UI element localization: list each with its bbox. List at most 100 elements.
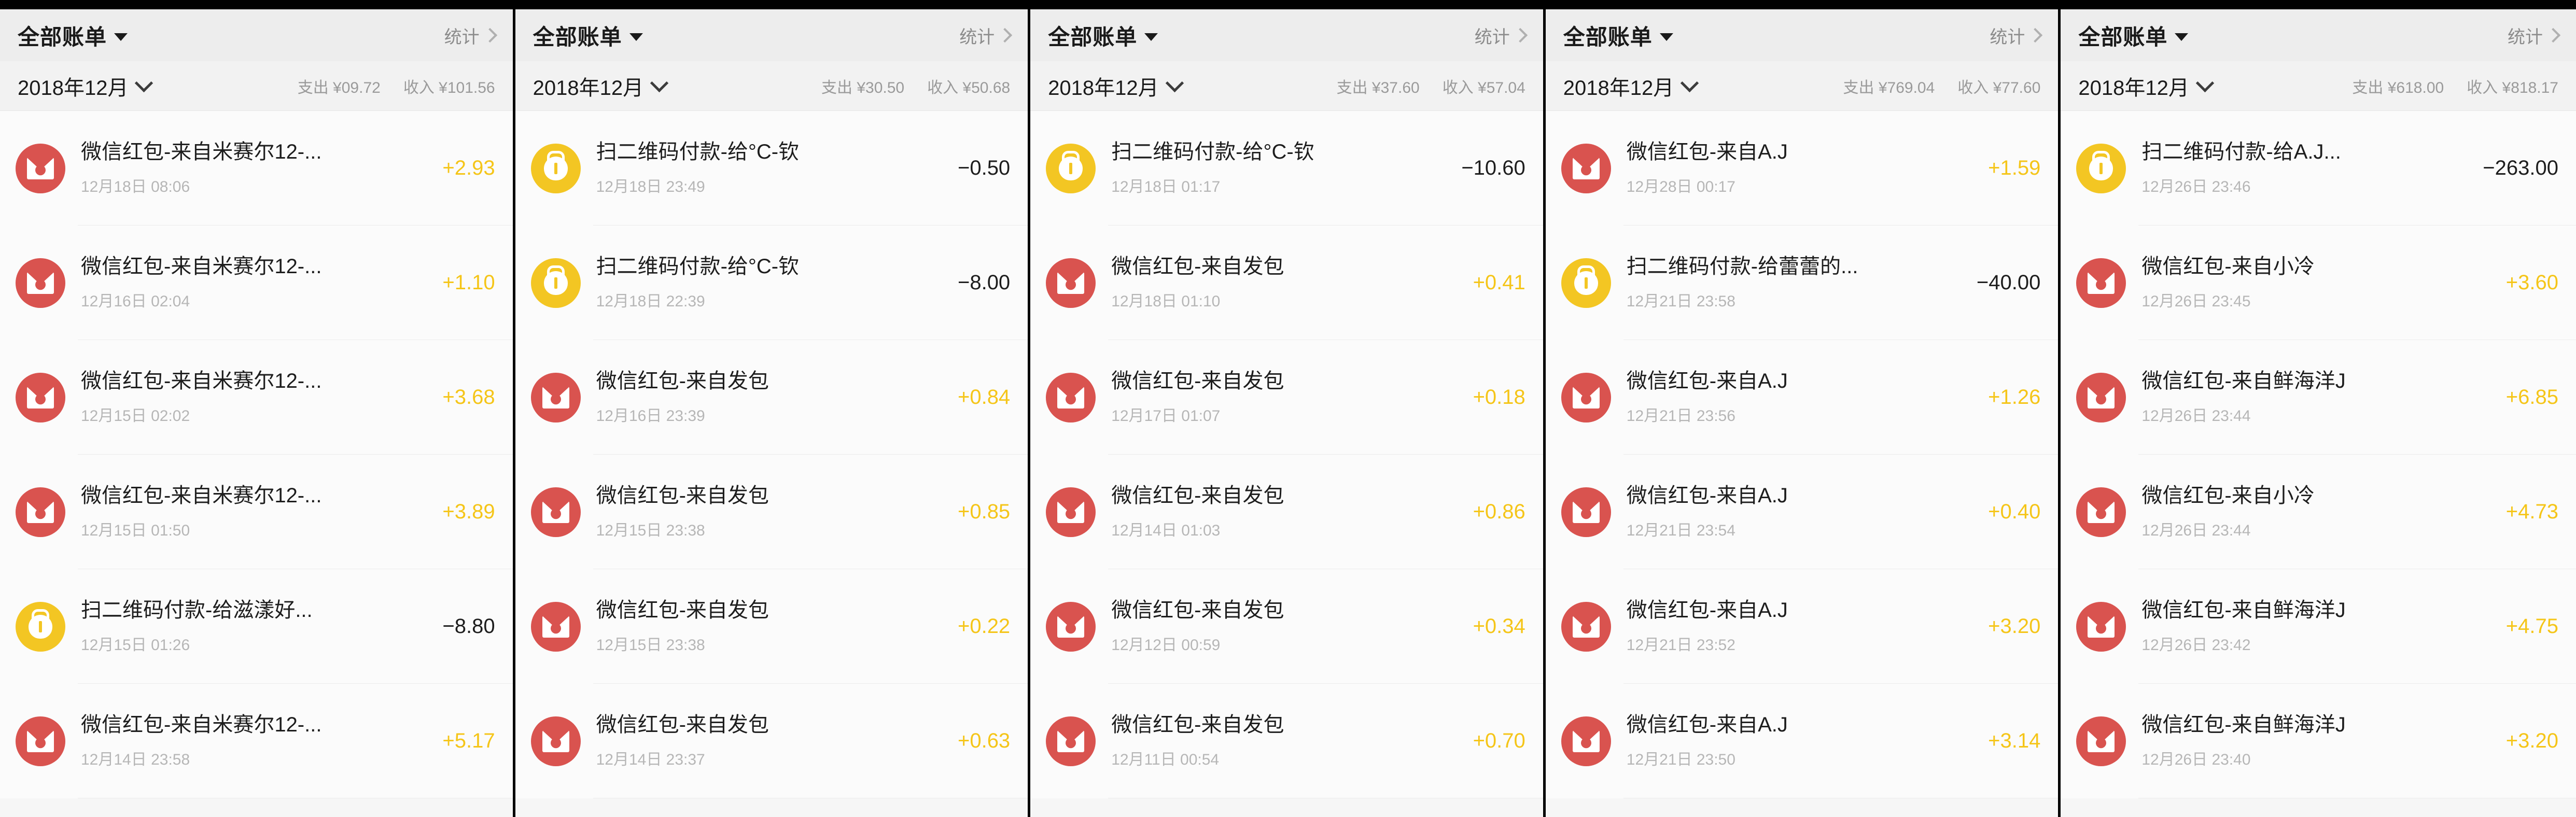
statistics-link[interactable]: 统计 [1990,23,2043,48]
transaction-title: 微信红包-来自米赛尔12-... [81,255,322,278]
nav-header: 全部账单 统计 [2061,9,2576,61]
transaction-row[interactable]: 扫二维码付款-给滋漾好... 12月15日 01:26 −8.80 [0,569,513,684]
nav-title-dropdown[interactable]: 全部账单 [1563,20,1673,51]
red-packet-icon [530,372,581,422]
transaction-date: 12月15日 01:50 [81,522,190,539]
nav-title-dropdown[interactable]: 全部账单 [533,20,643,51]
transaction-date: 12月18日 22:39 [596,292,705,310]
transaction-row[interactable]: 微信红包-来自小冷 12月26日 23:44 +4.73 [2061,455,2576,569]
red-packet-icon [16,487,65,537]
nav-title-dropdown[interactable]: 全部账单 [18,20,128,51]
nav-title-dropdown[interactable]: 全部账单 [2078,20,2189,51]
transaction-row[interactable]: 扫二维码付款-给A.J... 12月26日 23:46 −263.00 [2061,111,2576,226]
transaction-row[interactable]: 扫二维码付款-给°C-钦 12月18日 22:39 −8.00 [515,226,1028,340]
red-packet-icon [2076,601,2126,652]
transaction-row[interactable]: 微信红包-来自发包 12月14日 23:37 +0.63 [515,684,1028,798]
month-selector[interactable]: 2018年12月 [533,71,669,101]
statistics-link[interactable]: 统计 [444,23,497,48]
nav-title-dropdown[interactable]: 全部账单 [1048,20,1158,51]
transaction-amount: +0.63 [957,729,1011,752]
transaction-row[interactable]: 微信红包-来自发包 12月15日 23:38 +0.22 [515,569,1028,684]
transaction-row[interactable]: 微信红包-来自鲜海洋J 12月26日 23:44 +6.85 [2061,340,2576,455]
red-packet-icon [530,487,581,537]
transaction-row[interactable]: 微信红包-来自鲜海洋J 12月26日 23:40 +3.20 [2061,684,2576,798]
statistics-link[interactable]: 统计 [2508,23,2561,48]
transaction-row[interactable]: 微信红包-来自鲜海洋J 12月26日 23:42 +4.75 [2061,569,2576,684]
transaction-row[interactable]: 微信红包-来自A.J 12月21日 23:56 +1.26 [1546,340,2059,455]
transaction-row[interactable]: 微信红包-来自A.J 12月28日 00:17 +1.59 [1546,111,2059,226]
envelope-coin [1066,279,1076,290]
transaction-info: 微信红包-来自发包 12月15日 23:38 [596,599,947,655]
transaction-row[interactable]: 微信红包-来自A.J 12月21日 23:52 +3.20 [1546,569,2059,684]
red-packet-icon [1046,716,1096,766]
transaction-title: 微信红包-来自A.J [1626,369,1788,392]
transaction-row[interactable]: 微信红包-来自米赛尔12-... 12月14日 23:58 +5.17 [0,684,513,798]
transaction-date: 12月18日 08:06 [81,178,190,195]
transaction-title: 微信红包-来自发包 [596,713,769,736]
transaction-amount: +3.60 [2505,271,2558,294]
transaction-info: 微信红包-来自A.J 12月21日 23:56 [1627,370,1978,426]
statistics-link[interactable]: 统计 [959,23,1013,48]
month-selector[interactable]: 2018年12月 [18,71,153,101]
transaction-row[interactable]: 微信红包-来自发包 12月12日 00:59 +0.34 [1030,569,1543,684]
transaction-title: 微信红包-来自发包 [1111,713,1284,736]
transaction-amount: −8.80 [442,615,495,638]
red-packet-icon [2076,487,2126,537]
nav-title-label: 全部账单 [533,24,622,49]
chevron-down-icon [2175,33,2189,41]
transaction-row[interactable]: 微信红包-来自发包 12月16日 23:39 +0.84 [515,340,1028,455]
red-packet-icon [2076,716,2126,766]
month-selector[interactable]: 2018年12月 [1563,71,1699,101]
statistics-link[interactable]: 统计 [1474,23,1528,48]
transaction-amount: +0.41 [1473,271,1525,294]
transaction-date: 12月26日 23:45 [2141,292,2251,310]
transaction-amount: +0.86 [1473,500,1525,523]
red-packet-icon [530,716,581,766]
transaction-row[interactable]: 微信红包-来自发包 12月18日 01:10 +0.41 [1030,226,1543,340]
transaction-row[interactable]: 微信红包-来自发包 12月14日 01:03 +0.86 [1030,455,1543,569]
transaction-title: 微信红包-来自米赛尔12-... [81,369,322,392]
transaction-row[interactable]: 微信红包-来自A.J 12月21日 23:54 +0.40 [1546,455,2059,569]
transaction-date: 12月15日 02:02 [81,407,190,425]
month-selector[interactable]: 2018年12月 [2078,71,2215,101]
red-packet-icon [1046,601,1096,652]
red-packet-icon [1561,601,1611,652]
envelope-shape [1572,615,1600,638]
statistics-label: 统计 [1474,27,1510,47]
transaction-row[interactable]: 微信红包-来自米赛尔12-... 12月15日 02:02 +3.68 [0,340,513,455]
transaction-amount: −0.50 [957,157,1011,179]
transaction-amount: +3.20 [2505,729,2558,752]
money-bag-shape [1059,156,1083,180]
transaction-row[interactable]: 微信红包-来自米赛尔12-... 12月18日 08:06 +2.93 [0,111,513,226]
transaction-info: 微信红包-来自发包 12月15日 23:38 [596,484,947,540]
envelope-coin [550,737,561,748]
transaction-info: 微信红包-来自发包 12月14日 01:03 [1111,484,1462,540]
month-label: 2018年12月 [18,76,129,100]
month-selector[interactable]: 2018年12月 [1048,71,1184,101]
transaction-row[interactable]: 微信红包-来自小冷 12月26日 23:45 +3.60 [2061,226,2576,340]
transaction-amount: −10.60 [1461,157,1525,179]
transaction-row[interactable]: 微信红包-来自A.J 12月21日 23:50 +3.14 [1546,684,2059,798]
transaction-amount: +0.18 [1473,386,1525,408]
bill-panel-3: 全部账单 统计 2018年12月 支出 ¥37.60 收入 ¥57.04 扫二维码付款-给… [1030,0,1546,817]
chevron-right-icon [482,27,497,43]
transaction-row[interactable]: 微信红包-来自发包 12月15日 23:38 +0.85 [515,455,1028,569]
transaction-row[interactable]: 扫二维码付款-给°C-钦 12月18日 01:17 −10.60 [1030,111,1543,226]
transaction-list: 微信红包-来自米赛尔12-... 12月18日 08:06 +2.93 微信红包-来自… [0,111,513,798]
transaction-row[interactable]: 微信红包-来自米赛尔12-... 12月16日 02:04 +1.10 [0,226,513,340]
chevron-down-small-icon [650,74,669,93]
envelope-coin [35,508,46,519]
envelope-coin [1066,393,1076,404]
money-bag-shape [543,271,568,295]
transaction-date: 12月15日 23:38 [596,522,705,539]
transaction-row[interactable]: 扫二维码付款-给蕾蕾的... 12月21日 23:58 −40.00 [1546,226,2059,340]
transaction-date: 12月18日 01:17 [1111,178,1221,195]
transaction-row[interactable]: 扫二维码付款-给°C-钦 12月18日 23:49 −0.50 [515,111,1028,226]
transaction-row[interactable]: 微信红包-来自米赛尔12-... 12月15日 01:50 +3.89 [0,455,513,569]
transaction-row[interactable]: 微信红包-来自发包 12月11日 00:54 +0.70 [1030,684,1543,798]
transaction-title: 微信红包-来自发包 [1111,598,1284,622]
statistics-label: 统计 [444,27,480,47]
envelope-shape [27,730,54,752]
transaction-title: 扫二维码付款-给滋漾好... [81,598,313,622]
transaction-row[interactable]: 微信红包-来自发包 12月17日 01:07 +0.18 [1030,340,1543,455]
